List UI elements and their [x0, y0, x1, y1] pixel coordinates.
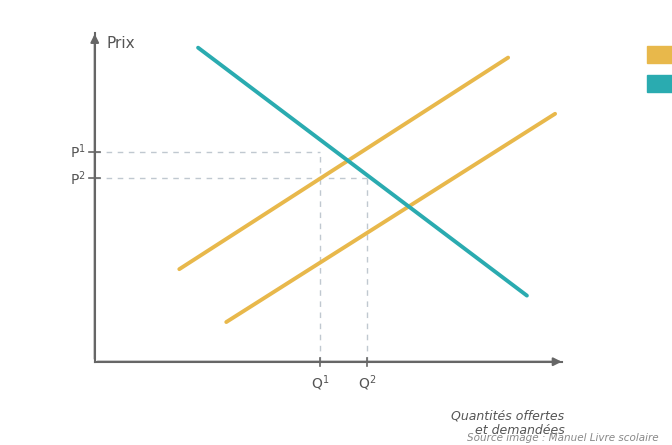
Text: Quantités offertes
et demandées: Quantités offertes et demandées — [452, 409, 564, 437]
Text: Source image : Manuel Livre scolaire: Source image : Manuel Livre scolaire — [467, 433, 659, 443]
Text: Prix: Prix — [106, 36, 135, 51]
Text: P$^2$: P$^2$ — [70, 169, 85, 187]
Text: Q$^2$: Q$^2$ — [358, 373, 376, 393]
Text: P$^1$: P$^1$ — [70, 142, 85, 161]
Text: Q$^1$: Q$^1$ — [311, 373, 329, 393]
Legend: Offre, Demande: Offre, Demande — [639, 39, 672, 100]
